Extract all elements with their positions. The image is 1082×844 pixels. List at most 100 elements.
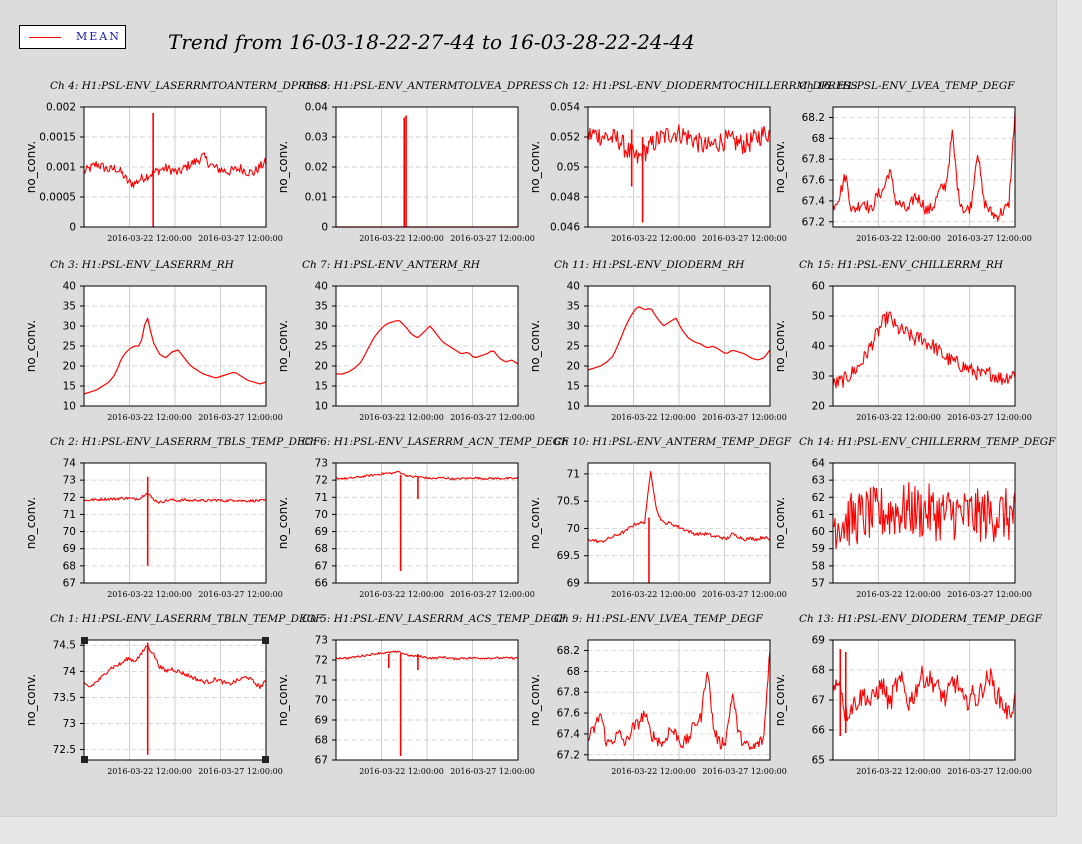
- y-tick-label: 0.05: [557, 162, 580, 174]
- y-tick-label: 72: [315, 475, 328, 487]
- y-axis-label: no_conv.: [528, 497, 542, 549]
- series-line: [832, 665, 1016, 722]
- chart-ch12: Ch 12: H1:PSL-ENV_DIODERMTOCHILLERRM_DPR…: [528, 80, 858, 243]
- selection-handle: [262, 637, 269, 644]
- y-tick-label: 0.0005: [39, 192, 76, 204]
- y-tick-label: 72.5: [53, 744, 76, 756]
- y-tick-label: 25: [315, 341, 328, 353]
- y-tick-label: 67: [315, 755, 328, 767]
- y-tick-label: 70: [315, 509, 328, 521]
- y-tick-label: 0.01: [305, 192, 328, 204]
- y-tick-label: 73: [63, 718, 76, 730]
- legend-line-swatch: [29, 37, 61, 38]
- y-tick-label: 10: [315, 401, 328, 413]
- y-tick-label: 72: [315, 655, 328, 667]
- y-tick-label: 10: [567, 401, 580, 413]
- chart-ch6: Ch 6: H1:PSL-ENV_LASERRM_ACN_TEMP_DEGF 66…: [276, 436, 569, 599]
- x-tick-label: 2016-03-22 12:00:00: [856, 767, 941, 776]
- plot-frame: [83, 462, 267, 584]
- chart-ch10: Ch 10: H1:PSL-ENV_ANTERM_TEMP_DEGF 69 69.5…: [528, 436, 792, 599]
- series-line: [587, 471, 771, 544]
- chart-title: Ch 14: H1:PSL-ENV_CHILLERRM_TEMP_DEGF: [799, 436, 1056, 448]
- y-tick-label: 15: [63, 381, 76, 393]
- y-tick-label: 0.02: [305, 162, 328, 174]
- chart-title: Ch 11: H1:PSL-ENV_DIODERM_RH: [554, 259, 745, 271]
- y-tick-label: 30: [567, 321, 580, 333]
- series-line: [832, 111, 1016, 222]
- x-tick-label: 2016-03-27 12:00:00: [702, 767, 787, 776]
- chart-ch5: Ch 5: H1:PSL-ENV_LASERRM_ACS_TEMP_DEGF 67…: [276, 613, 567, 776]
- page-title: Trend from 16-03-18-22-27-44 to 16-03-28…: [168, 30, 695, 54]
- chart-ch4: Ch 4: H1:PSL-ENV_LASERRMTOANTERM_DPRESS 0…: [24, 80, 328, 243]
- series-line: [336, 320, 519, 375]
- plot-frame: [335, 462, 519, 584]
- y-tick-label: 67.4: [802, 195, 826, 207]
- y-tick-label: 66: [812, 725, 826, 737]
- y-axis-label: no_conv.: [773, 320, 787, 372]
- x-tick-label: 2016-03-27 12:00:00: [450, 234, 535, 243]
- y-tick-label: 15: [315, 381, 328, 393]
- chart-title: Ch 3: H1:PSL-ENV_LASERRM_RH: [50, 259, 235, 271]
- selection-handle: [81, 756, 88, 763]
- x-tick-label: 2016-03-22 12:00:00: [359, 590, 444, 599]
- x-tick-label: 2016-03-22 12:00:00: [107, 413, 192, 422]
- series-line: [83, 644, 267, 690]
- plot-frame: [587, 106, 771, 228]
- plot-frame: [83, 285, 267, 407]
- series-line: [83, 152, 267, 189]
- y-axis-label: no_conv.: [528, 320, 542, 372]
- plot-frame: [335, 106, 519, 228]
- y-tick-label: 68.2: [802, 112, 825, 124]
- y-axis-label: no_conv.: [276, 141, 290, 193]
- plot-frame: [335, 639, 519, 761]
- plot-frame: [832, 106, 1016, 228]
- chart-ch9: Ch 9: H1:PSL-ENV_LVEA_TEMP_DEGF 67.2 67.4 6…: [528, 613, 787, 776]
- y-tick-label: 67.4: [557, 728, 581, 740]
- x-tick-label: 2016-03-22 12:00:00: [856, 234, 941, 243]
- y-tick-label: 0.04: [305, 102, 329, 114]
- y-tick-label: 25: [567, 341, 580, 353]
- x-tick-label: 2016-03-22 12:00:00: [856, 413, 941, 422]
- y-tick-label: 70: [567, 523, 580, 535]
- y-tick-label: 0.054: [550, 102, 580, 114]
- plot-frame: [83, 639, 267, 761]
- y-tick-label: 59: [812, 543, 825, 555]
- plot-frame: [587, 462, 771, 584]
- legend-label: MEAN: [76, 30, 121, 43]
- x-tick-label: 2016-03-22 12:00:00: [107, 590, 192, 599]
- x-tick-label: 2016-03-22 12:00:00: [359, 413, 444, 422]
- y-tick-label: 0.002: [46, 102, 76, 114]
- plot-frame: [335, 285, 519, 407]
- y-axis-label: no_conv.: [276, 674, 290, 726]
- y-tick-label: 20: [812, 401, 825, 413]
- chart-title: Ch 5: H1:PSL-ENV_LASERRM_ACS_TEMP_DEGF: [302, 613, 567, 625]
- y-tick-label: 0.046: [550, 222, 580, 234]
- y-axis-label: no_conv.: [24, 141, 38, 193]
- y-tick-label: 69: [315, 526, 328, 538]
- y-tick-label: 67: [63, 578, 76, 590]
- series-line: [587, 124, 771, 164]
- series-line: [83, 492, 267, 504]
- plot-frame: [83, 106, 267, 228]
- x-tick-label: 2016-03-27 12:00:00: [450, 413, 535, 422]
- x-tick-label: 2016-03-27 12:00:00: [450, 767, 535, 776]
- y-tick-label: 0.001: [46, 162, 76, 174]
- chart-ch15: Ch 15: H1:PSL-ENV_CHILLERRM_RH 20 30 40 50 60…: [773, 259, 1032, 422]
- plot-frame: [587, 285, 771, 407]
- y-tick-label: 0.048: [550, 192, 580, 204]
- chart-title: Ch 16: H1:PSL-ENV_LVEA_TEMP_DEGF: [799, 80, 1015, 92]
- y-tick-label: 71: [315, 675, 328, 687]
- charts-grid: Ch 4: H1:PSL-ENV_LASERRMTOANTERM_DPRESS 0…: [24, 80, 1056, 776]
- y-tick-label: 20: [567, 361, 580, 373]
- chart-title: Ch 8: H1:PSL-ENV_ANTERMTOLVEA_DPRESS: [302, 80, 552, 92]
- y-tick-label: 30: [812, 371, 825, 383]
- y-tick-label: 40: [315, 281, 328, 293]
- chart-ch7: Ch 7: H1:PSL-ENV_ANTERM_RH 10 15 20 25 30 35 40…: [276, 259, 535, 422]
- y-tick-label: 60: [812, 281, 825, 293]
- y-tick-label: 61: [812, 509, 825, 521]
- chart-title: Ch 6: H1:PSL-ENV_LASERRM_ACN_TEMP_DEGF: [302, 436, 569, 448]
- y-tick-label: 57: [812, 578, 825, 590]
- chart-ch2: Ch 2: H1:PSL-ENV_LASERRM_TBLS_TEMP_DEGF 6…: [24, 436, 321, 599]
- y-tick-label: 20: [63, 361, 76, 373]
- x-tick-label: 2016-03-22 12:00:00: [107, 234, 192, 243]
